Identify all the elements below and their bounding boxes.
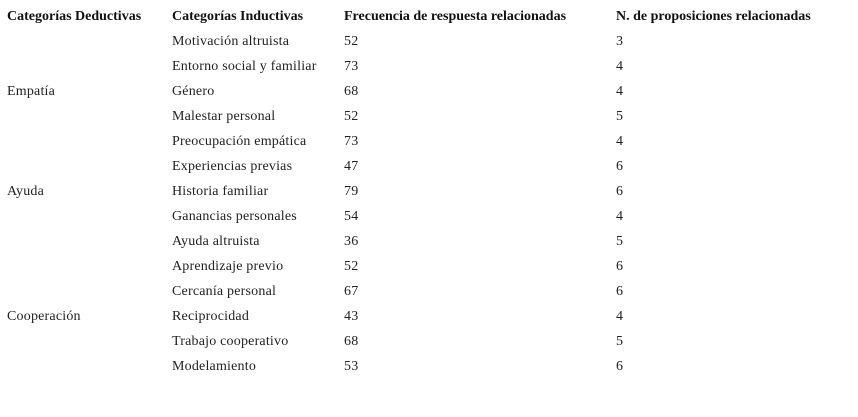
- inductive-category: Ayuda altruista: [172, 234, 260, 249]
- column-header: Categorías Inductivas: [172, 9, 304, 24]
- proposition-count: 6: [616, 159, 624, 174]
- inductive-category: Malestar personal: [172, 109, 276, 124]
- proposition-count: 3: [616, 34, 624, 49]
- response-frequency: 79: [344, 184, 359, 199]
- proposition-count: 4: [616, 209, 624, 224]
- response-frequency: 67: [344, 284, 359, 299]
- inductive-category: Historia familiar: [172, 184, 269, 199]
- inductive-category: Entorno social y familiar: [172, 59, 317, 74]
- proposition-count: 6: [616, 259, 624, 274]
- response-frequency: 47: [344, 159, 359, 174]
- proposition-count: 4: [616, 59, 624, 74]
- proposition-count: 4: [616, 134, 624, 149]
- proposition-count: 5: [616, 234, 624, 249]
- inductive-category: Preocupación empática: [172, 134, 307, 149]
- deductive-category: Ayuda: [7, 184, 45, 199]
- column-header: Frecuencia de respuesta relacionadas: [344, 9, 567, 24]
- inductive-category: Modelamiento: [172, 359, 257, 374]
- proposition-count: 4: [616, 309, 624, 324]
- proposition-count: 5: [616, 109, 624, 124]
- deductive-category: Empatía: [7, 84, 56, 99]
- inductive-category: Género: [172, 84, 215, 99]
- column-header: Categorías Deductivas: [7, 9, 142, 24]
- inductive-category: Motivación altruista: [172, 34, 290, 49]
- inductive-category: Cercanía personal: [172, 284, 277, 299]
- response-frequency: 53: [344, 359, 359, 374]
- proposition-count: 4: [616, 84, 624, 99]
- inductive-category: Reciprocidad: [172, 309, 250, 324]
- response-frequency: 52: [344, 259, 359, 274]
- proposition-count: 6: [616, 359, 624, 374]
- inductive-category: Ganancias personales: [172, 209, 297, 224]
- proposition-count: 6: [616, 284, 624, 299]
- response-frequency: 52: [344, 34, 359, 49]
- response-frequency: 43: [344, 309, 359, 324]
- response-frequency: 73: [344, 134, 359, 149]
- deductive-category: Cooperación: [7, 309, 81, 324]
- response-frequency: 36: [344, 234, 359, 249]
- response-frequency: 52: [344, 109, 359, 124]
- inductive-category: Aprendizaje previo: [172, 259, 284, 274]
- response-frequency: 54: [344, 209, 359, 224]
- proposition-count: 5: [616, 334, 624, 349]
- response-frequency: 73: [344, 59, 359, 74]
- response-frequency: 68: [344, 334, 359, 349]
- inductive-category: Experiencias previas: [172, 159, 293, 174]
- inductive-category: Trabajo cooperativo: [172, 334, 289, 349]
- proposition-count: 6: [616, 184, 624, 199]
- response-frequency: 68: [344, 84, 359, 99]
- column-header: N. de proposiciones relacionadas: [616, 9, 811, 24]
